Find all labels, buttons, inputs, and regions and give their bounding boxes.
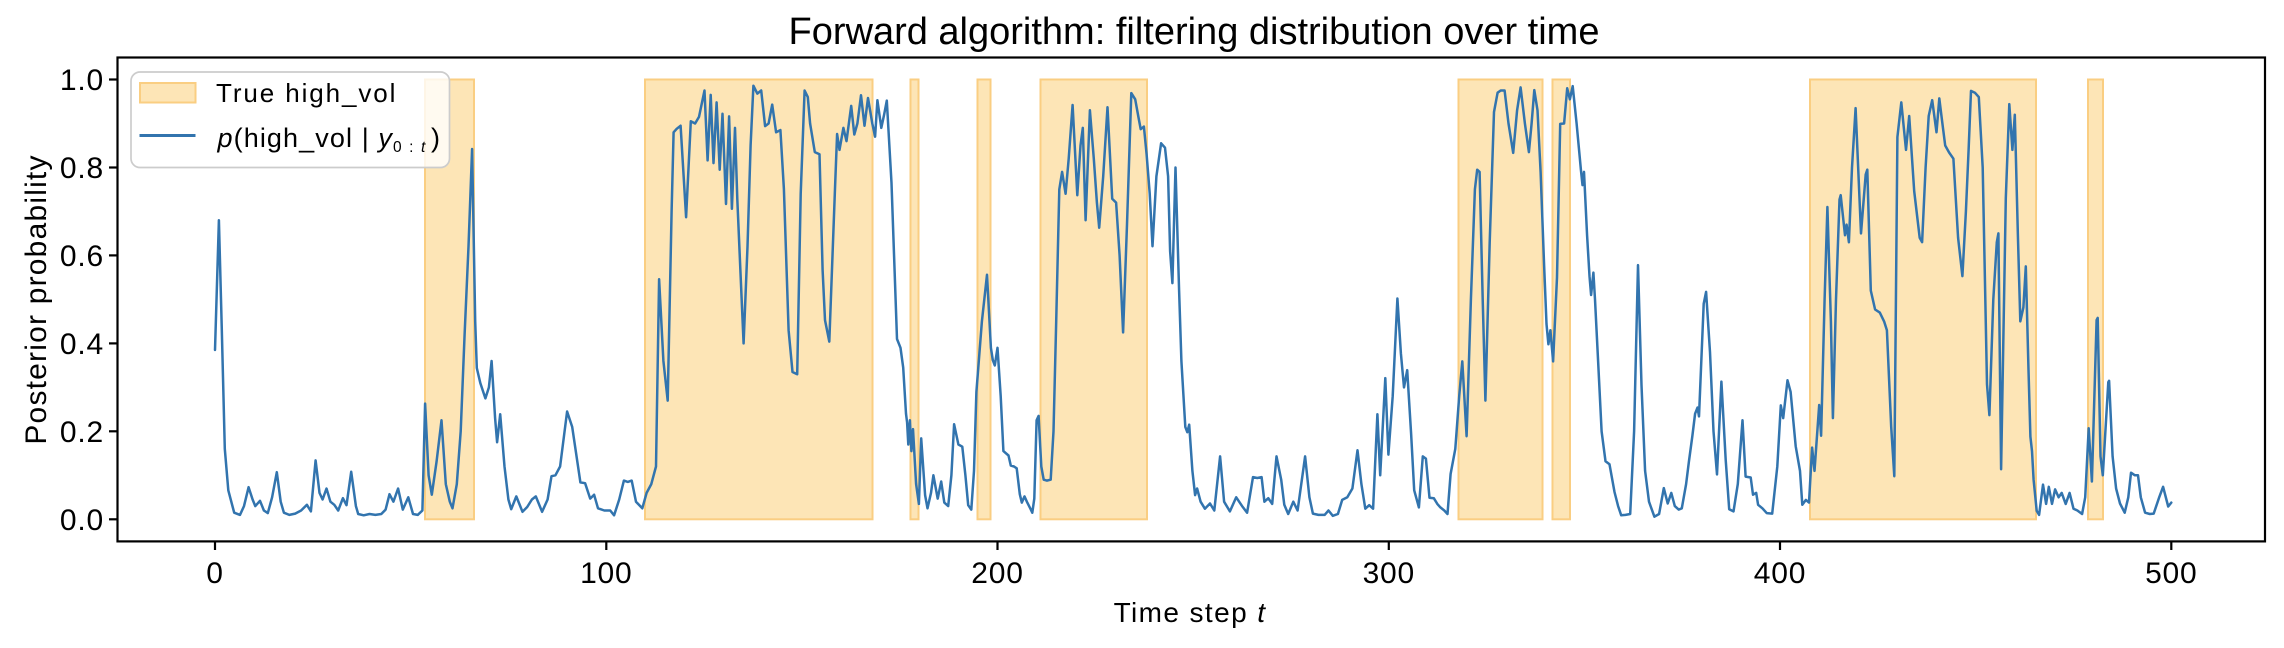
svg-text:Forward algorithm: filtering d: Forward algorithm: filtering distributio… <box>789 11 1600 53</box>
svg-text:0.8: 0.8 <box>60 152 104 185</box>
svg-text:100: 100 <box>580 557 632 590</box>
svg-text:0: 0 <box>206 557 224 590</box>
svg-text:Posterior probability: Posterior probability <box>20 154 53 444</box>
svg-text:200: 200 <box>971 557 1023 590</box>
svg-text:Time step t: Time step t <box>1114 597 1267 628</box>
svg-text:1.0: 1.0 <box>60 64 104 97</box>
svg-text:True high_vol: True high_vol <box>216 78 397 108</box>
svg-text:0.6: 0.6 <box>60 240 104 273</box>
svg-text:500: 500 <box>2145 557 2197 590</box>
svg-text:0.0: 0.0 <box>60 504 104 537</box>
svg-text:0.4: 0.4 <box>60 328 104 361</box>
svg-text:300: 300 <box>1363 557 1415 590</box>
svg-text:400: 400 <box>1754 557 1806 590</box>
svg-text:0.2: 0.2 <box>60 416 104 449</box>
